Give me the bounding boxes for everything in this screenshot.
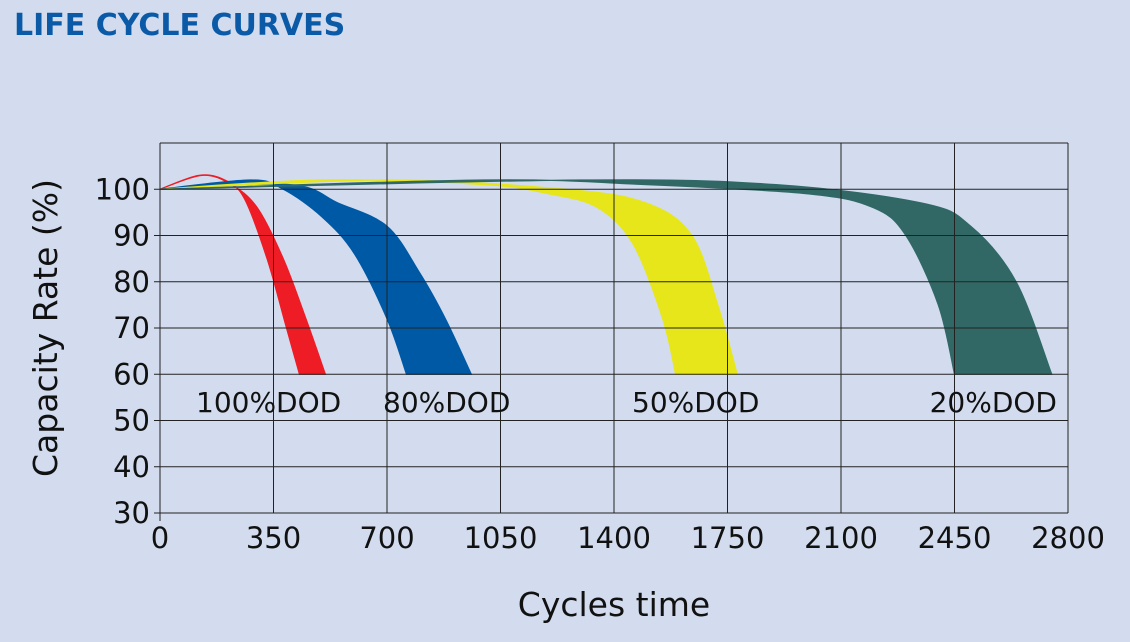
y-tick-label: 100	[95, 172, 150, 206]
y-tick-label: 30	[113, 496, 150, 530]
x-tick-label: 1750	[691, 521, 765, 555]
y-tick-label: 60	[113, 357, 150, 391]
y-tick-label: 80	[113, 265, 150, 299]
y-tick-label: 90	[113, 219, 150, 253]
x-tick-label: 350	[246, 521, 301, 555]
series-label: 80%DOD	[383, 386, 510, 419]
x-tick-label: 700	[359, 521, 414, 555]
x-tick-label: 2800	[1031, 521, 1105, 555]
x-tick-label: 1050	[464, 521, 538, 555]
band-20pct-dod	[159, 179, 1053, 375]
y-tick-label: 70	[113, 311, 150, 345]
x-tick-label: 2450	[918, 521, 992, 555]
series-label: 50%DOD	[632, 386, 759, 419]
y-axis-label: Capacity Rate (%)	[26, 179, 65, 477]
x-tick-label: 2100	[804, 521, 878, 555]
page-title: LIFE CYCLE CURVES	[14, 8, 346, 43]
y-tick-label: 40	[113, 450, 150, 484]
x-tick-labels: 0 350 700 1050 1400 1750 2100 2450 2800	[151, 521, 1105, 555]
y-tick-labels: 30 40 50 60 70 80 90 100	[95, 172, 150, 530]
x-axis-label: Cycles time	[518, 585, 710, 624]
x-tick-label: 1400	[577, 521, 651, 555]
grid-lines	[154, 142, 1069, 521]
series-label: 20%DOD	[930, 386, 1057, 419]
band-100pct-dod	[159, 174, 327, 375]
band-50pct-dod	[159, 179, 739, 375]
series-labels: 100%DOD 80%DOD 50%DOD 20%DOD	[196, 386, 1057, 419]
series-label: 100%DOD	[196, 386, 341, 419]
curve-bands	[159, 174, 1053, 375]
x-tick-label: 0	[151, 521, 169, 555]
y-tick-label: 50	[113, 404, 150, 438]
